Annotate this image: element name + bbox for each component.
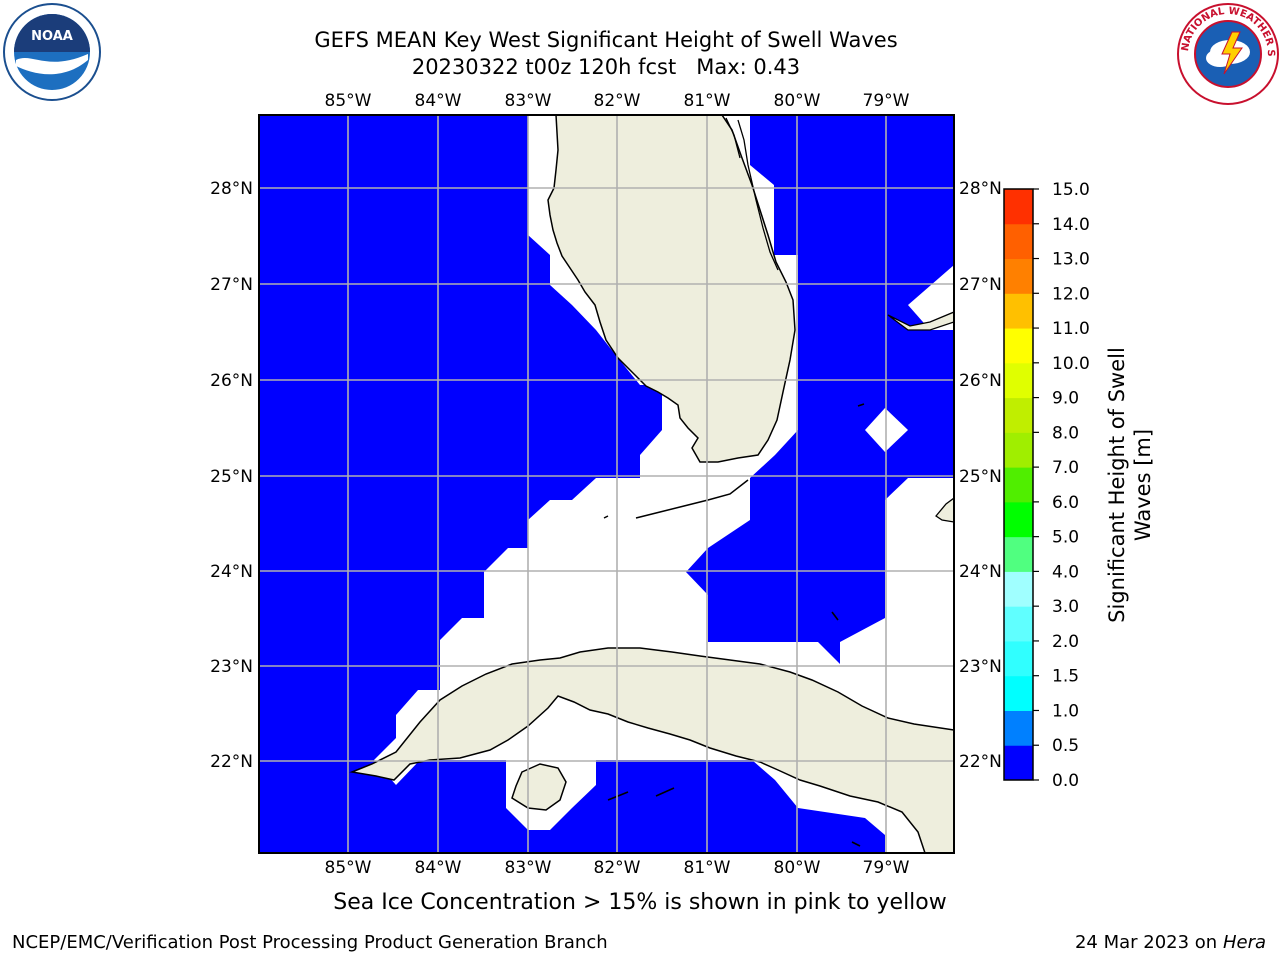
max-value: Max: 0.43 <box>696 55 801 79</box>
isla-de-la-juventud <box>511 763 567 811</box>
colorbar-tick-label: 12.0 <box>1052 284 1090 304</box>
lat-label: 28°N <box>210 179 253 199</box>
lon-labels-bottom: 85°W 84°W 83°W 82°W 81°W 80°W 79°W <box>325 858 910 878</box>
lat-label: 27°N <box>959 275 1002 295</box>
lat-label: 26°N <box>959 371 1002 391</box>
small-cays <box>607 403 865 847</box>
colorbar-segment <box>1004 745 1033 781</box>
colorbar-tick-label: 4.0 <box>1052 562 1079 582</box>
colorbar-segment <box>1004 293 1033 329</box>
map-area <box>259 115 954 853</box>
colorbar-segment <box>1004 328 1033 364</box>
colorbar-segment <box>1004 501 1033 538</box>
colorbar-tick-label: 6.0 <box>1052 493 1079 513</box>
bahamas-island <box>887 311 954 331</box>
colorbar-segment <box>1004 189 1033 225</box>
colorbar-segment <box>1004 710 1033 746</box>
lat-label: 22°N <box>210 752 253 772</box>
colorbar-tick-label: 11.0 <box>1052 319 1090 339</box>
colorbar-segment <box>1004 675 1033 711</box>
lat-label: 23°N <box>210 657 253 677</box>
lat-label: 24°N <box>959 562 1002 582</box>
florida-barrier-islands <box>725 117 779 271</box>
bahamas-island-south <box>935 497 954 523</box>
noaa-logo: NOAA <box>3 3 101 101</box>
lat-label: 22°N <box>959 752 1002 772</box>
gridlines <box>259 115 954 853</box>
colorbar-tick-label: 1.5 <box>1052 667 1079 687</box>
colorbar-segment <box>1004 432 1033 468</box>
lon-label: 82°W <box>594 858 641 878</box>
lon-label: 84°W <box>415 858 462 878</box>
colorbar-tick-label: 7.0 <box>1052 458 1079 478</box>
colorbar-segment <box>1004 258 1033 294</box>
colorbar-segment <box>1004 223 1033 260</box>
colorbar-tick-label: 5.0 <box>1052 528 1079 548</box>
lat-labels-right: 28°N 27°N 26°N 25°N 24°N 23°N 22°N <box>959 179 1002 772</box>
colorbar-tick-label: 1.0 <box>1052 701 1079 721</box>
map-frame <box>258 114 955 854</box>
colorbar-frame <box>1003 188 1034 781</box>
colorbar-tick-label: 10.0 <box>1052 354 1090 374</box>
colorbar-segment <box>1004 571 1033 607</box>
colorbar-tick-label: 2.0 <box>1052 632 1079 652</box>
lon-label: 80°W <box>774 91 821 111</box>
lat-label: 25°N <box>959 467 1002 487</box>
lat-labels-left: 28°N 27°N 26°N 25°N 24°N 23°N 22°N <box>210 179 253 772</box>
cuba-land <box>349 647 954 853</box>
footer-host: Hera <box>1222 932 1266 953</box>
colorbar-segment <box>1004 467 1033 503</box>
nws-logo: NATIONAL WEATHER SERVICE <box>1176 2 1279 105</box>
colorbar-segment <box>1004 362 1033 399</box>
colorbar-tick-label: 0.5 <box>1052 736 1079 756</box>
colorbar-tick-label: 14.0 <box>1052 215 1090 235</box>
lon-label: 80°W <box>774 858 821 878</box>
colorbar-tick-label: 0.0 <box>1052 771 1079 791</box>
colorbar-segment <box>1004 606 1033 642</box>
lat-label: 27°N <box>210 275 253 295</box>
lat-label: 28°N <box>959 179 1002 199</box>
colorbar-segment <box>1004 397 1033 433</box>
lat-label: 23°N <box>959 657 1002 677</box>
sea-ice-note: Sea Ice Concentration > 15% is shown in … <box>333 890 947 915</box>
lon-label: 83°W <box>505 91 552 111</box>
forecast-date: 20230322 t00z 120h fcst <box>411 55 677 79</box>
footer-timestamp: 24 Mar 2023 on Hera <box>1075 932 1266 953</box>
colorbar-segment <box>1004 536 1033 572</box>
colorbar-tick-label: 9.0 <box>1052 389 1079 409</box>
lon-label: 84°W <box>415 91 462 111</box>
lat-label: 24°N <box>210 562 253 582</box>
lon-label: 85°W <box>325 858 372 878</box>
lon-label: 79°W <box>863 91 910 111</box>
lon-label: 81°W <box>684 91 731 111</box>
chart-subtitle: 20230322 t00z 120h fcst Max: 0.43 <box>256 54 956 80</box>
colorbar: 0.0 0.5 1.0 1.5 2.0 3.0 4.0 5.0 6.0 7.0 8.0 9.0 10.0… <box>1003 180 1090 791</box>
colorbar-tick-label: 13.0 <box>1052 250 1090 270</box>
lon-label: 81°W <box>684 858 731 878</box>
lon-labels-top: 85°W 84°W 83°W 82°W 81°W 80°W 79°W <box>325 91 910 111</box>
lon-label: 82°W <box>594 91 641 111</box>
lat-label: 26°N <box>210 371 253 391</box>
colorbar-segment <box>1004 640 1033 677</box>
chart-title: GEFS MEAN Key West Significant Height of… <box>314 28 898 52</box>
footer-date: 24 Mar 2023 on <box>1074 932 1218 953</box>
lon-label: 83°W <box>505 858 552 878</box>
colorbar-label: Significant Height of Swell Waves [m] <box>1105 347 1155 623</box>
florida-land <box>547 115 796 463</box>
footer-credit: NCEP/EMC/Verification Post Processing Pr… <box>12 932 608 953</box>
lon-label: 85°W <box>325 91 372 111</box>
colorbar-tick-label: 8.0 <box>1052 423 1079 443</box>
colorbar-tick-label: 15.0 <box>1052 180 1090 200</box>
florida-keys <box>603 479 749 519</box>
colorbar-tick-label: 3.0 <box>1052 597 1079 617</box>
lon-label: 79°W <box>863 858 910 878</box>
lat-label: 25°N <box>210 467 253 487</box>
masked-region-ne <box>908 265 954 330</box>
svg-text:NOAA: NOAA <box>31 29 73 44</box>
